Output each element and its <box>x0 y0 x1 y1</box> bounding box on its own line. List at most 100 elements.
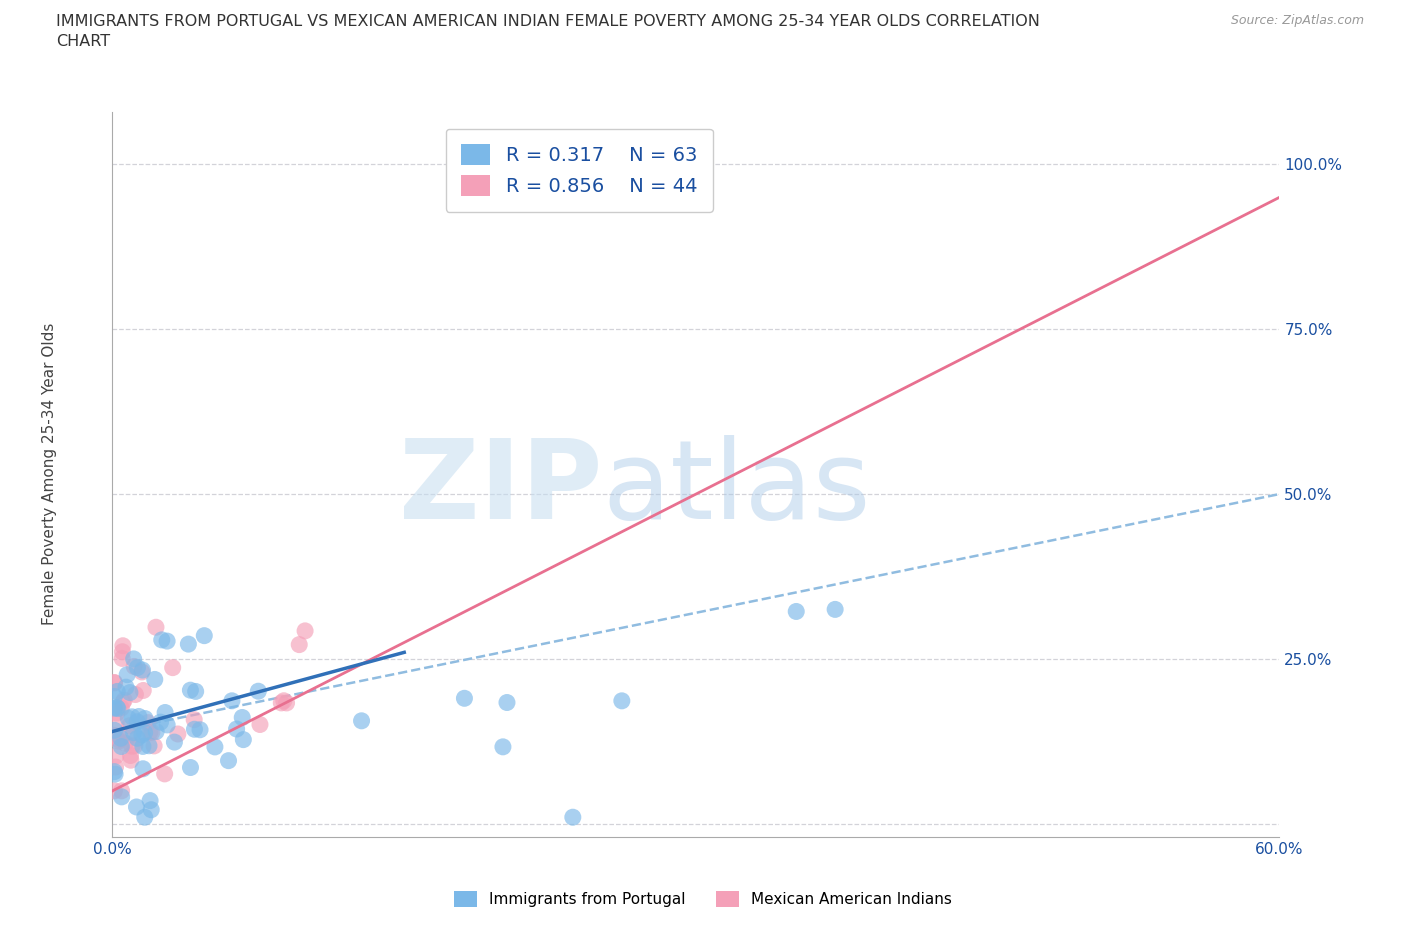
Point <box>149 715 172 730</box>
Point <box>103 675 125 690</box>
Point <box>183 712 205 727</box>
Y-axis label: Female Poverty Among 25-34 Year Olds: Female Poverty Among 25-34 Year Olds <box>42 323 56 626</box>
Point <box>134 711 156 726</box>
Point <box>121 738 143 753</box>
Point <box>453 691 475 706</box>
Point <box>138 738 160 753</box>
Point <box>118 685 141 700</box>
Point <box>288 637 311 652</box>
Point <box>183 722 205 737</box>
Point <box>104 766 127 781</box>
Point <box>120 748 142 763</box>
Point <box>111 695 134 710</box>
Point <box>132 739 155 754</box>
Point <box>104 760 127 775</box>
Point <box>118 727 141 742</box>
Point <box>131 662 153 677</box>
Point <box>125 800 148 815</box>
Point <box>561 810 583 825</box>
Point <box>221 694 243 709</box>
Point <box>141 803 163 817</box>
Text: Source: ZipAtlas.com: Source: ZipAtlas.com <box>1230 14 1364 27</box>
Point <box>145 619 167 634</box>
Point <box>350 713 373 728</box>
Point <box>103 701 125 716</box>
Point <box>105 706 128 721</box>
Point <box>122 725 145 740</box>
Point <box>139 793 162 808</box>
Point <box>103 783 125 798</box>
Point <box>111 790 134 804</box>
Text: atlas: atlas <box>603 435 872 542</box>
Point <box>122 659 145 674</box>
Point <box>231 710 253 724</box>
Point <box>108 732 131 747</box>
Point <box>134 725 156 740</box>
Point <box>294 623 316 638</box>
Point <box>117 711 139 725</box>
Point <box>103 675 125 690</box>
Point <box>249 717 271 732</box>
Point <box>204 739 226 754</box>
Point <box>111 644 134 659</box>
Point <box>273 694 295 709</box>
Point <box>107 701 129 716</box>
Point <box>128 709 150 724</box>
Point <box>122 652 145 667</box>
Point <box>153 705 176 720</box>
Point <box>184 684 207 698</box>
Text: IMMIGRANTS FROM PORTUGAL VS MEXICAN AMERICAN INDIAN FEMALE POVERTY AMONG 25-34 Y: IMMIGRANTS FROM PORTUGAL VS MEXICAN AMER… <box>56 14 1040 48</box>
Point <box>105 715 128 730</box>
Point <box>127 731 149 746</box>
Point <box>145 724 167 739</box>
Point <box>177 637 200 652</box>
Point <box>143 672 166 687</box>
Point <box>179 683 201 698</box>
Point <box>131 727 153 742</box>
Point <box>136 715 159 730</box>
Point <box>111 651 134 666</box>
Point <box>124 738 146 753</box>
Point <box>610 694 633 709</box>
Legend: Immigrants from Portugal, Mexican American Indians: Immigrants from Portugal, Mexican Americ… <box>447 884 959 913</box>
Point <box>104 749 127 764</box>
Point <box>134 810 156 825</box>
Point <box>103 728 125 743</box>
Point <box>492 739 515 754</box>
Point <box>127 660 149 675</box>
Point <box>115 667 138 682</box>
Point <box>132 762 155 777</box>
Point <box>118 718 141 733</box>
Point <box>188 723 211 737</box>
Point <box>110 783 132 798</box>
Point <box>496 695 519 710</box>
Point <box>115 680 138 695</box>
Point <box>139 724 162 739</box>
Legend: R = 0.317    N = 63, R = 0.856    N = 44: R = 0.317 N = 63, R = 0.856 N = 44 <box>446 128 713 212</box>
Point <box>103 689 125 704</box>
Point <box>150 632 173 647</box>
Point <box>247 684 270 698</box>
Point <box>131 665 153 680</box>
Point <box>162 660 184 675</box>
Point <box>156 717 179 732</box>
Point <box>114 736 136 751</box>
Point <box>121 710 143 724</box>
Point <box>225 722 247 737</box>
Point <box>143 738 166 753</box>
Point <box>110 700 132 715</box>
Point <box>124 687 146 702</box>
Point <box>110 731 132 746</box>
Point <box>785 604 807 618</box>
Point <box>105 684 128 698</box>
Point <box>141 724 163 739</box>
Point <box>111 638 134 653</box>
Point <box>108 734 131 749</box>
Point <box>153 766 176 781</box>
Text: ZIP: ZIP <box>399 435 603 542</box>
Point <box>232 732 254 747</box>
Point <box>167 726 190 741</box>
Point <box>276 696 298 711</box>
Point <box>103 764 125 779</box>
Point <box>179 760 201 775</box>
